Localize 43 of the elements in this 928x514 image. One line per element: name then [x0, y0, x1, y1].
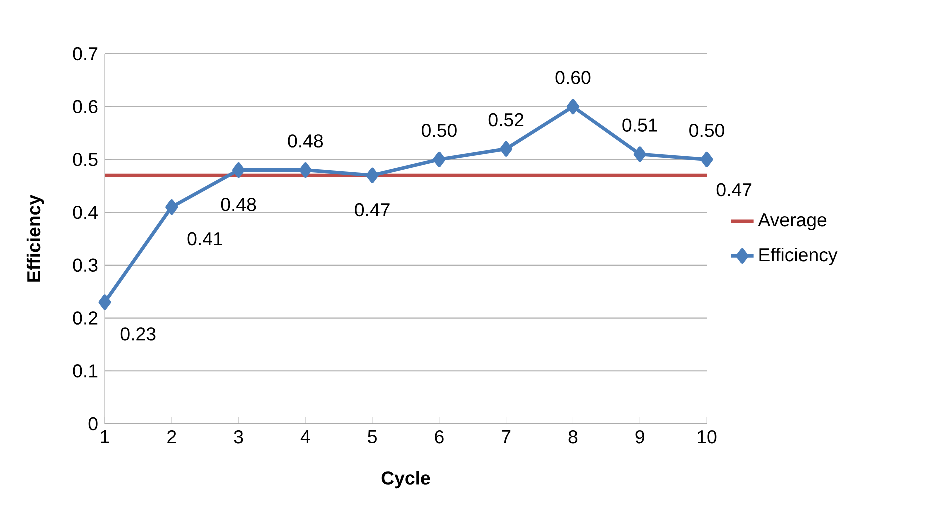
y-axis-title: Efficiency	[26, 195, 44, 282]
point	[433, 152, 446, 168]
x-axis-title: Cycle	[382, 471, 430, 489]
data-label: 0.47	[355, 203, 390, 217]
data-label: 0.60	[556, 71, 591, 84]
y-tick-label: 0.3	[73, 258, 98, 272]
y-tick-label: 0	[88, 417, 98, 431]
data-label: 0.41	[188, 232, 222, 246]
point	[634, 146, 646, 162]
x-tick-label: 2	[168, 430, 176, 444]
point	[232, 162, 246, 178]
x-tick-label: 3	[234, 430, 244, 444]
point	[500, 141, 513, 157]
x-tick-label: 10	[698, 430, 717, 444]
y-tick-label: 0.6	[73, 100, 98, 114]
x-tick-label: 1	[101, 430, 110, 444]
x-tick-label: 8	[568, 430, 578, 444]
data-label: 0.50	[690, 124, 724, 138]
y-tick-label: 0.2	[73, 312, 98, 325]
legend-label: Efficiency	[760, 248, 838, 266]
point	[166, 200, 178, 216]
y-tick-label: 0.1	[73, 364, 98, 378]
point	[299, 162, 312, 178]
x-tick-label: 7	[502, 430, 511, 444]
data-label: 0.50	[422, 124, 457, 138]
data-label: 0.52	[488, 113, 524, 127]
data-label: 0.48	[288, 134, 324, 148]
data-label: 0.51	[622, 118, 658, 132]
data-label: 0.47	[716, 183, 752, 197]
point	[700, 152, 714, 168]
y-tick-label: 0.4	[73, 206, 98, 220]
legend-label: Average	[758, 214, 827, 230]
point	[98, 294, 112, 310]
x-tick-label: 5	[368, 430, 377, 444]
y-tick-label: 0.7	[73, 47, 98, 61]
data-label: 0.48	[221, 198, 256, 212]
point	[566, 99, 580, 115]
x-tick-label: 6	[435, 430, 444, 444]
point	[366, 168, 379, 184]
data-label: 0.23	[120, 328, 156, 341]
y-tick-label: 0.5	[73, 153, 98, 166]
x-tick-label: 4	[300, 430, 310, 444]
x-tick-label: 9	[636, 430, 644, 444]
